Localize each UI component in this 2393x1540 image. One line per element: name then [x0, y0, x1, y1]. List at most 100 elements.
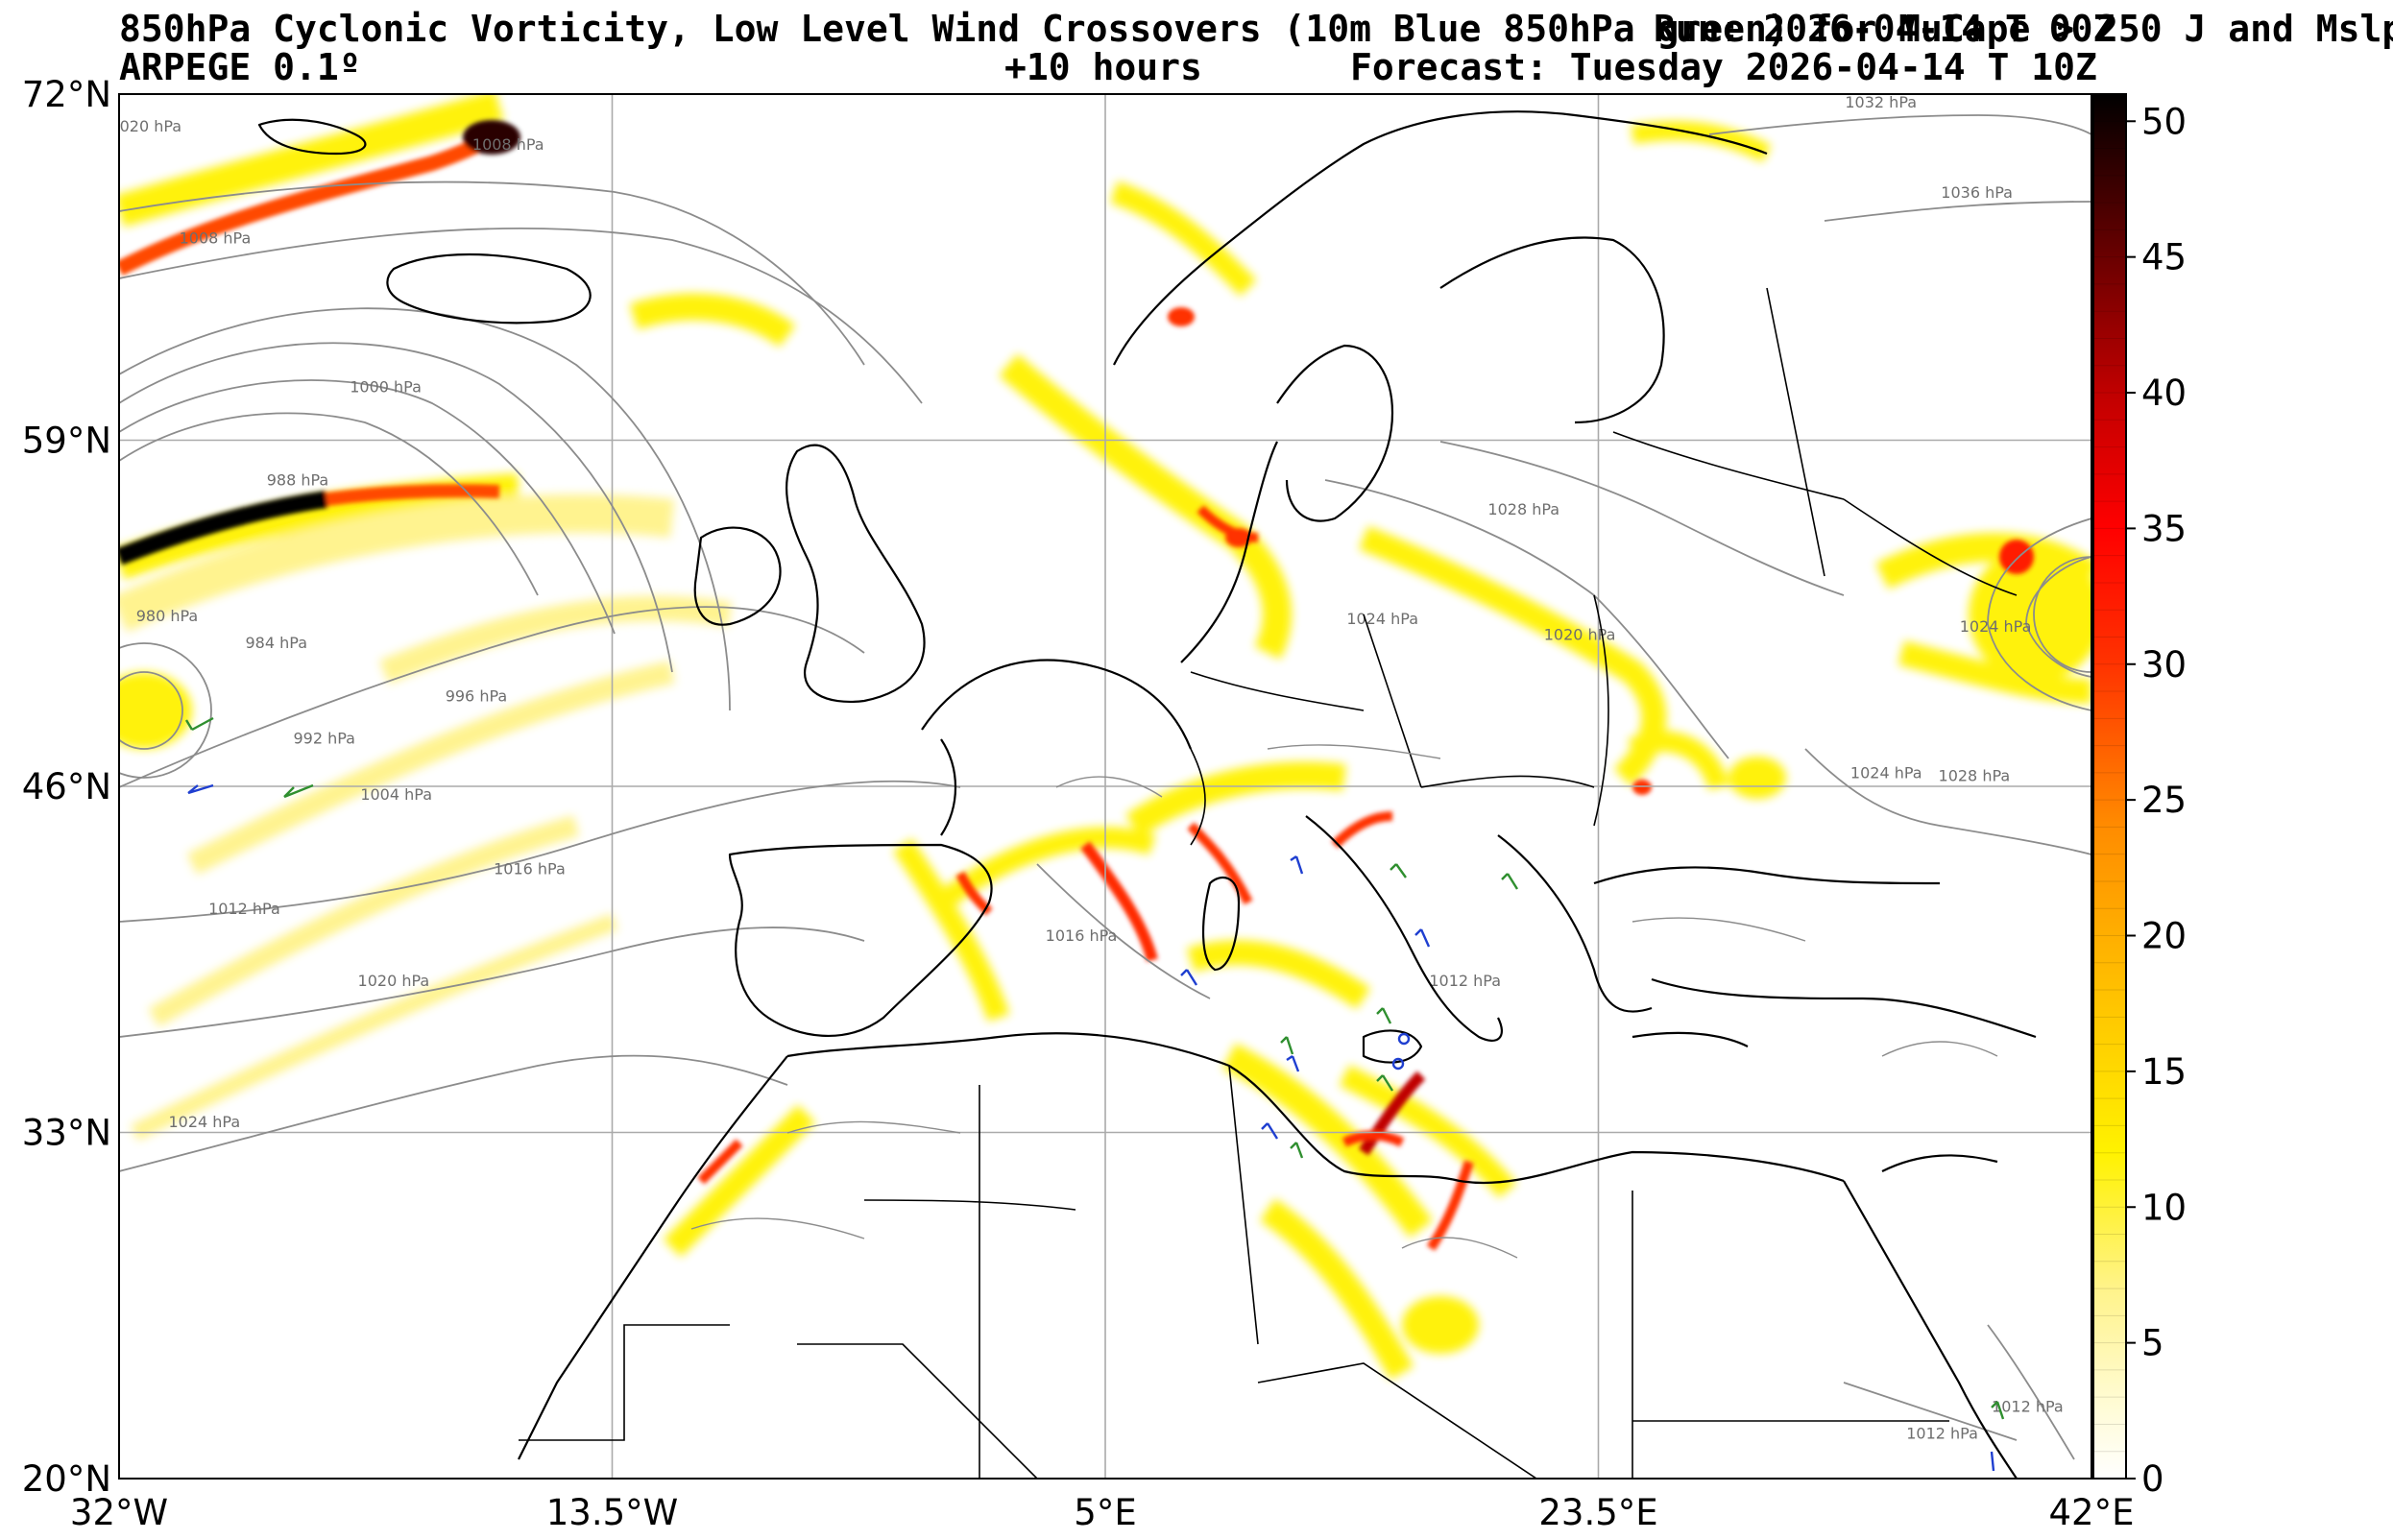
topography-line [1881, 1041, 1998, 1057]
isobar-line [2025, 556, 2091, 678]
germany-denmark-coast [1180, 441, 1278, 663]
country-border [1420, 775, 1595, 788]
wind-barb-850 [1280, 1036, 1294, 1055]
ireland-coast [693, 526, 782, 626]
isobar-line [1708, 114, 2091, 135]
isobar-label: 1016 hPa [494, 860, 566, 878]
wind-barb-850 [184, 716, 214, 732]
wind-barb-850 [1390, 863, 1407, 878]
isobar-label: 1032 hPa [1845, 93, 1917, 111]
isobar-label: 980 hPa [136, 607, 199, 625]
topography-line [1267, 744, 1441, 759]
isobar-line [1324, 479, 1729, 759]
isobar-label: 1024 hPa [1850, 764, 1922, 782]
country-border [797, 1343, 1038, 1479]
wind-barb-10m [187, 783, 214, 795]
longitude-labels: 32°W 13.5°W 5°E 23.5°E 42°E [70, 1492, 2135, 1533]
colorbar: 0 5 10 15 20 25 30 35 40 45 50 [2092, 93, 2187, 1500]
corsica-sardinia-coast [1202, 876, 1241, 972]
topography-contours [690, 744, 1998, 1259]
anatolia-coast [1651, 977, 2037, 1039]
isobar-label: 988 hPa [267, 471, 329, 490]
isobar-label: 1012 hPa [1906, 1424, 1978, 1442]
sicily-coast [1362, 1029, 1423, 1064]
country-border [1843, 498, 2018, 596]
latitude-tick-label: 20°N [22, 1458, 111, 1500]
low-pressure-ring [119, 642, 212, 779]
longitude-tick-label: 42°E [2049, 1492, 2135, 1533]
isobar-label: 1016 hPa [1046, 926, 1118, 945]
isobar-line [1987, 1324, 2075, 1460]
country-border [1363, 614, 1422, 788]
isobar-label: 1000 hPa [350, 378, 422, 397]
isobar-label: 984 hPa [246, 634, 308, 652]
iceland-coast [386, 253, 592, 325]
wind-barb-10m [1286, 1055, 1300, 1072]
calm-wind-marker [1391, 1057, 1405, 1071]
isobar-label: 1008 hPa [180, 229, 252, 247]
colorbar-tick-label: 40 [2141, 373, 2187, 414]
isobar-label: 1012 hPa [1429, 972, 1501, 990]
isobar-label: 1004 hPa [360, 785, 432, 804]
wind-barb-10m [1261, 1122, 1279, 1140]
isobar-label: 1028 hPa [1939, 766, 2011, 784]
vorticity-red-cores [119, 120, 2034, 1251]
latitude-tick-label: 46°N [22, 766, 111, 807]
wind-barb-850 [1376, 1007, 1392, 1024]
finland-coast [1439, 236, 1665, 424]
isobar-label: 1024 hPa [168, 1113, 240, 1131]
topography-line [1632, 917, 1806, 942]
colorbar-tick-label: 45 [2141, 237, 2187, 278]
wind-barb-10m [1290, 855, 1304, 875]
isobar-line [119, 342, 673, 673]
isobar-line [1804, 748, 2091, 855]
norway-coast [1113, 110, 1768, 366]
isobar-line [119, 227, 923, 404]
isobar-label: 996 hPa [446, 686, 508, 705]
isobar-label: 1020 hPa [1544, 625, 1616, 643]
latitude-tick-label: 72°N [22, 74, 111, 115]
isobar-label: 1020 hPa [358, 972, 430, 990]
forecast-valid-label: Forecast: Tuesday 2026-04-14 T 10Z [1350, 46, 2097, 88]
france-north-coast [921, 659, 1193, 750]
calm-wind-marker [1397, 1032, 1411, 1046]
topography-line [1055, 776, 1163, 798]
britain-coast [786, 444, 926, 703]
isobar-line [1987, 517, 2091, 711]
isobar-line [119, 1054, 788, 1172]
isobar-label: 992 hPa [293, 730, 355, 748]
longitude-tick-label: 5°E [1074, 1492, 1136, 1533]
topography-line [690, 1217, 865, 1239]
colorbar-tick-label: 25 [2141, 780, 2187, 821]
isobar-label: 1020 hPa [109, 117, 181, 135]
country-border [1190, 671, 1365, 711]
wind-barb-10m [1990, 1451, 1995, 1472]
wind-barb-850 [1290, 1142, 1304, 1159]
isobar-line [1439, 441, 1845, 596]
colorbar-tick-label: 35 [2141, 508, 2187, 549]
isobar-label: 1012 hPa [1992, 1398, 2064, 1416]
plot-frame [118, 93, 2092, 1480]
isobar-label: 1036 hPa [1941, 183, 2013, 202]
country-border [1190, 748, 1206, 846]
longitude-tick-label: 23.5°E [1538, 1492, 1657, 1533]
country-border [1228, 1065, 1259, 1345]
isobar-line [1843, 1382, 2018, 1441]
topography-line [1401, 1237, 1518, 1259]
iberia-coast [728, 843, 993, 1037]
isobar-label: 1012 hPa [208, 900, 280, 918]
black-sea-coast [1593, 866, 1941, 885]
wind-barb-10m [1414, 928, 1431, 948]
longitude-tick-label: 32°W [70, 1492, 168, 1533]
isobar-line [119, 379, 616, 635]
balkans-coast [1497, 834, 1653, 1013]
colorbar-tick-label: 5 [2141, 1323, 2164, 1364]
country-border [1612, 431, 1845, 500]
low-pressure-ring [119, 671, 183, 750]
isobar-line [1824, 201, 2091, 222]
colorbar-tick-label: 30 [2141, 644, 2187, 686]
isobar-line [119, 180, 865, 366]
isobar-label: 1024 hPa [1960, 617, 2032, 636]
